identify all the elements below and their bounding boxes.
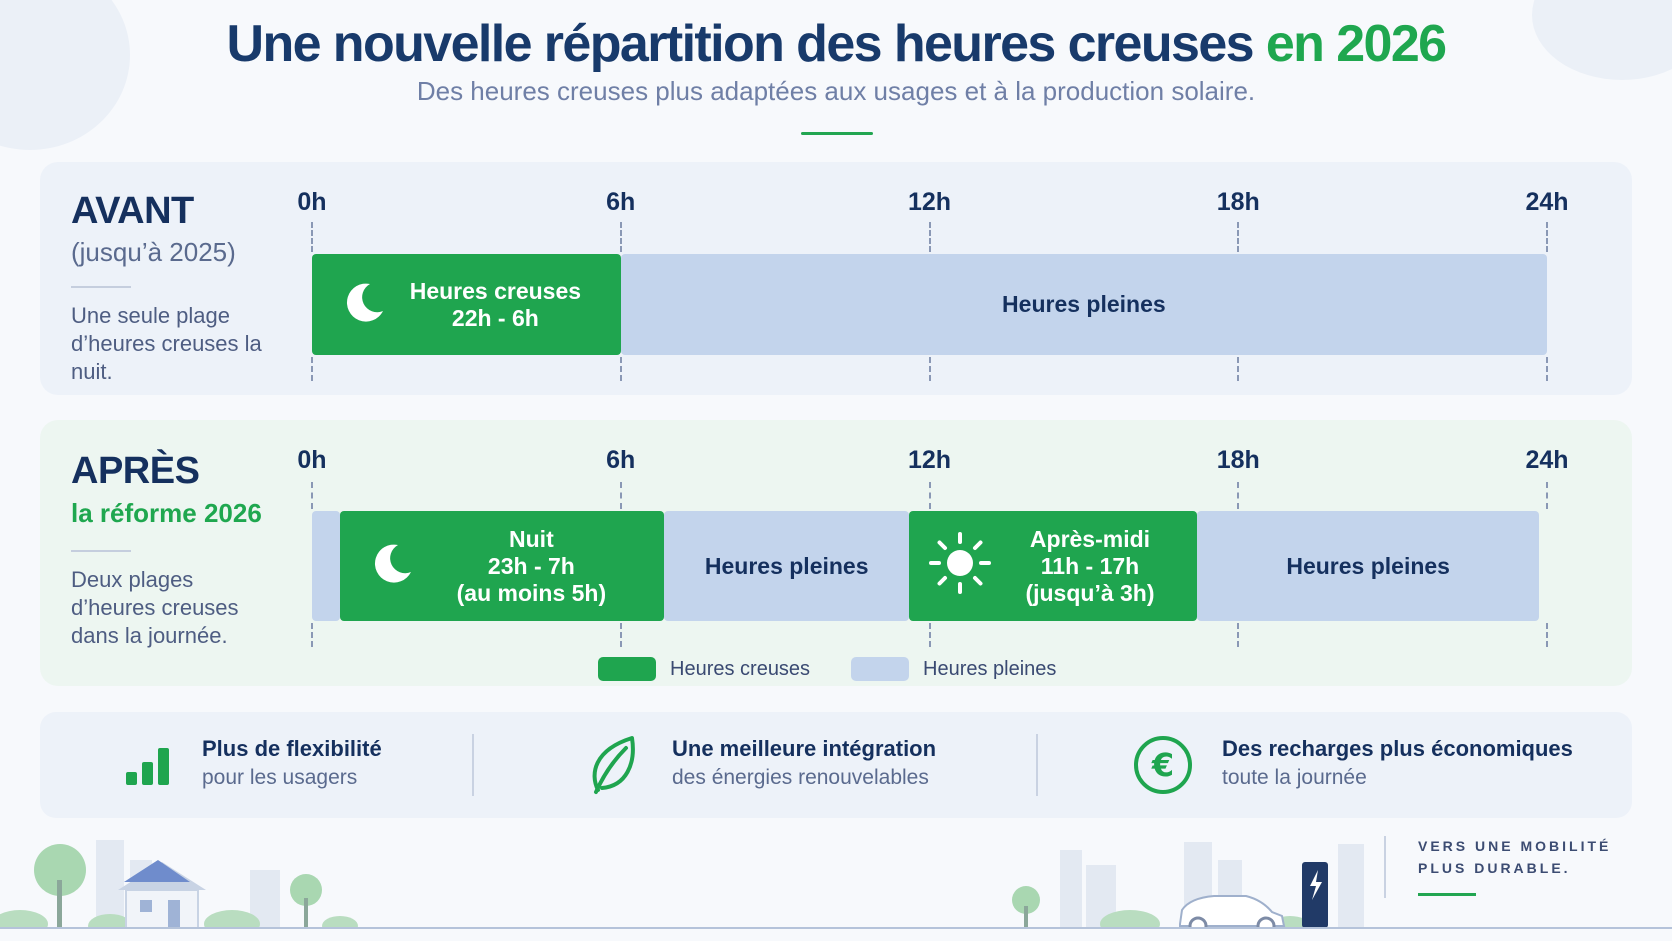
- tick-dash: [1546, 482, 1548, 509]
- after-description: Deux plages d’heures creuses dans la jou…: [71, 566, 281, 650]
- sun-icon: [927, 530, 993, 602]
- mobility-line-2: PLUS DURABLE.: [1418, 857, 1611, 879]
- tick-dash: [1237, 482, 1239, 509]
- leaf-icon: [588, 734, 638, 796]
- tick-dash: [1237, 222, 1239, 252]
- title-main: Une nouvelle répartition des heures creu…: [227, 15, 1253, 73]
- segment-text-line: Heures pleines: [1286, 553, 1450, 580]
- legend-offpeak: Heures creuses: [598, 656, 810, 682]
- segment-label: Après-midi 11h - 17h (jusqu’à 3h): [1025, 526, 1154, 607]
- benefit-flexibility-subtitle: pour les usagers: [202, 766, 357, 790]
- page-subtitle: Des heures creuses plus adaptées aux usa…: [0, 76, 1672, 107]
- before-panel: AVANT (jusqu’à 2025) Une seule plage d’h…: [40, 162, 1632, 395]
- segment-label: Nuit 23h - 7h (au moins 5h): [457, 526, 607, 607]
- tick-dash: [311, 482, 313, 509]
- tick-dash: [620, 482, 622, 509]
- before-description: Une seule plage d’heures creuses la nuit…: [71, 302, 281, 386]
- legend-peak-swatch: [851, 657, 909, 681]
- tick-label-0h: 0h: [272, 188, 352, 217]
- legend-peak-label: Heures pleines: [923, 658, 1056, 681]
- tick-dash: [311, 623, 313, 647]
- tick-dash: [929, 623, 931, 647]
- segment-text-line: 23h - 7h: [457, 553, 607, 580]
- charging-station-icon: [1302, 862, 1328, 928]
- tick-label-6h: 6h: [581, 446, 661, 475]
- moon-icon: [340, 278, 388, 332]
- benefit-flexibility-title: Plus de flexibilité: [202, 736, 382, 762]
- euro-icon: €: [1132, 734, 1194, 796]
- tick-dash: [620, 357, 622, 381]
- benefit-renewables-title: Une meilleure intégration: [672, 736, 936, 762]
- mobility-underline: [1418, 893, 1476, 896]
- segment-text-line: Heures pleines: [1002, 291, 1166, 318]
- tick-label-18h: 18h: [1198, 188, 1278, 217]
- peak-segment-2: Heures pleines: [664, 511, 908, 621]
- segment-text-line: (jusqu’à 3h): [1025, 580, 1154, 607]
- benefit-flexibility: Plus de flexibilité pour les usagers: [124, 734, 444, 796]
- offpeak-segment-1: Nuit 23h - 7h (au moins 5h): [340, 511, 664, 621]
- peak-segment-0: [312, 511, 340, 621]
- tick-dash: [1237, 357, 1239, 381]
- tree-icon: [290, 874, 322, 930]
- tick-dash: [929, 482, 931, 509]
- tick-dash: [1546, 357, 1548, 381]
- moon-icon: [368, 539, 416, 593]
- mobility-line-1: VERS UNE MOBILITÉ: [1418, 835, 1611, 857]
- legend-offpeak-label: Heures creuses: [670, 658, 810, 681]
- tick-label-12h: 12h: [890, 188, 970, 217]
- benefit-separator: [1036, 734, 1038, 796]
- svg-text:€: €: [1151, 746, 1174, 784]
- tick-label-24h: 24h: [1507, 188, 1587, 217]
- tick-label-18h: 18h: [1198, 446, 1278, 475]
- mobility-divider: [1384, 836, 1386, 898]
- before-title: AVANT: [71, 190, 194, 233]
- benefit-economical-title: Des recharges plus économiques: [1222, 736, 1573, 762]
- after-title: APRÈS: [71, 450, 199, 493]
- title-accent: en 2026: [1266, 15, 1446, 73]
- page-title: Une nouvelle répartition des heures creu…: [0, 14, 1672, 74]
- tick-dash: [1546, 222, 1548, 252]
- tick-dash: [311, 357, 313, 381]
- segment-text-line: 22h - 6h: [410, 305, 581, 332]
- segment-text-line: Après-midi: [1025, 526, 1154, 553]
- tick-dash: [311, 222, 313, 252]
- segment-text-line: (au moins 5h): [457, 580, 607, 607]
- benefit-economical-subtitle: toute la journée: [1222, 766, 1367, 790]
- benefit-renewables-subtitle: des énergies renouvelables: [672, 766, 929, 790]
- segment-label: Heures creuses 22h - 6h: [410, 278, 581, 332]
- tick-dash: [929, 357, 931, 381]
- tick-label-12h: 12h: [890, 446, 970, 475]
- segment-text-line: Heures creuses: [410, 278, 581, 305]
- benefit-economical: € Des recharges plus économiques toute l…: [1132, 734, 1592, 796]
- before-divider: [71, 286, 131, 288]
- tick-label-0h: 0h: [272, 446, 352, 475]
- tick-dash: [620, 623, 622, 647]
- before-subtitle: (jusqu’à 2025): [71, 237, 236, 268]
- after-subtitle: la réforme 2026: [71, 498, 262, 529]
- offpeak-segment-3: Après-midi 11h - 17h (jusqu’à 3h): [909, 511, 1197, 621]
- segment-text-line: 11h - 17h: [1025, 553, 1154, 580]
- tick-label-24h: 24h: [1507, 446, 1587, 475]
- tick-label-6h: 6h: [581, 188, 661, 217]
- tick-dash: [1237, 623, 1239, 647]
- benefit-separator: [472, 734, 474, 796]
- bar-chart-icon: [124, 742, 176, 786]
- tick-dash: [1546, 623, 1548, 647]
- after-panel: APRÈS la réforme 2026 Deux plages d’heur…: [40, 420, 1632, 686]
- legend-offpeak-swatch: [598, 657, 656, 681]
- peak-segment-4: Heures pleines: [1197, 511, 1539, 621]
- benefits-panel: Plus de flexibilité pour les usagers Une…: [40, 712, 1632, 818]
- tick-dash: [620, 222, 622, 252]
- offpeak-segment-0: Heures creuses 22h - 6h: [312, 254, 621, 355]
- mobility-tagline: VERS UNE MOBILITÉ PLUS DURABLE.: [1418, 835, 1611, 879]
- benefit-renewables: Une meilleure intégration des énergies r…: [588, 734, 968, 796]
- segment-text-line: Nuit: [457, 526, 607, 553]
- segment-text-line: Heures pleines: [705, 553, 869, 580]
- tick-dash: [929, 222, 931, 252]
- tree-icon: [1012, 886, 1040, 930]
- legend-peak: Heures pleines: [851, 656, 1056, 682]
- peak-segment-1: Heures pleines: [621, 254, 1547, 355]
- title-underline: [801, 132, 873, 135]
- after-divider: [71, 550, 131, 552]
